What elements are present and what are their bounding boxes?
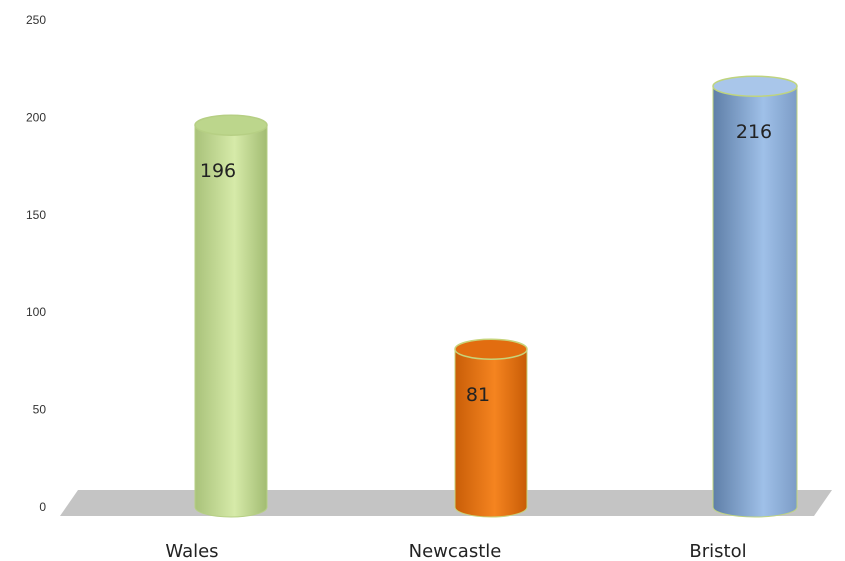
bar-wales bbox=[194, 114, 268, 518]
y-tick-label: 100 bbox=[26, 305, 46, 319]
data-label: 196 bbox=[200, 160, 236, 182]
data-label: 81 bbox=[466, 384, 490, 406]
data-label: 216 bbox=[736, 121, 772, 143]
y-tick-label: 150 bbox=[26, 208, 46, 222]
category-label: Bristol bbox=[689, 541, 746, 561]
bar-body bbox=[454, 348, 528, 518]
bar-top bbox=[454, 338, 528, 360]
category-label: Wales bbox=[165, 541, 218, 561]
bar-top bbox=[712, 75, 798, 97]
y-tick-label: 250 bbox=[26, 13, 46, 27]
category-label: Newcastle bbox=[409, 541, 502, 561]
y-tick-label: 50 bbox=[33, 403, 47, 417]
y-tick-label: 200 bbox=[26, 110, 46, 124]
y-tick-label: 0 bbox=[39, 500, 46, 514]
bar-newcastle bbox=[454, 338, 528, 518]
bar-body bbox=[194, 124, 268, 518]
bar-bristol bbox=[712, 75, 798, 518]
bar-body bbox=[712, 85, 798, 518]
bar-top bbox=[194, 114, 268, 136]
